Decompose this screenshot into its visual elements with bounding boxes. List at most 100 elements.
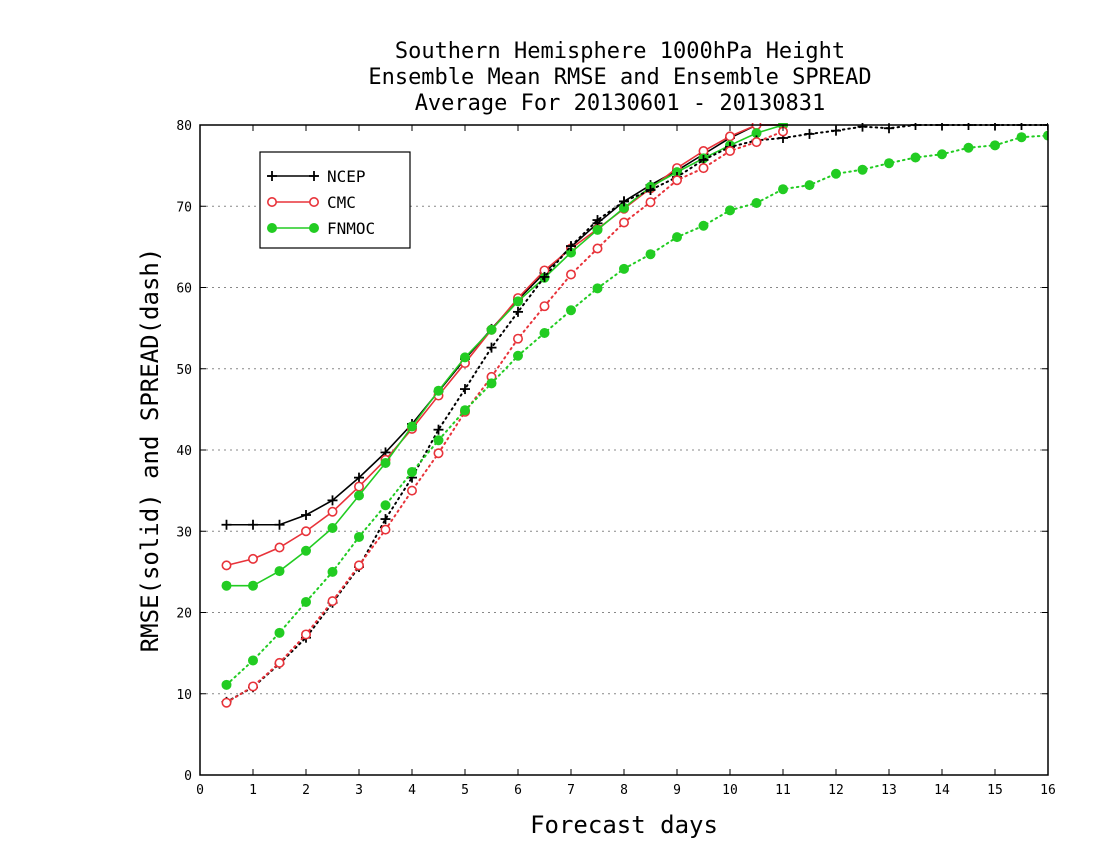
point-cmc-rmse [274,542,285,553]
series-fnmoc-spread [221,130,1048,690]
point-ncep-spread [566,241,576,252]
x-tick-label: 6 [514,783,522,798]
point-fnmoc-rmse [354,490,364,501]
x-tick-label: 14 [934,783,950,798]
x-tick-label: 4 [408,783,416,798]
point-fnmoc-spread [407,466,417,477]
point-cmc-spread [592,243,603,254]
point-fnmoc-rmse [751,128,762,139]
point-ncep-spread [592,215,603,226]
y-tick-label: 80 [176,119,192,134]
point-fnmoc-spread [513,350,523,361]
point-fnmoc-spread [274,627,285,638]
legend: NCEP CMC FNMOC [259,151,411,249]
legend-marker-start [267,171,277,181]
point-cmc-rmse [221,560,232,571]
series-line-fnmoc-spread [225,134,1048,686]
point-fnmoc-spread [698,220,709,231]
y-axis-label: RMSE(solid) and SPREAD(dash) [136,248,164,653]
x-tick-label: 3 [355,783,363,798]
point-cmc-spread [221,697,232,708]
point-ncep-spread [857,123,868,132]
point-ncep-spread [380,514,391,525]
point-fnmoc-rmse [407,421,417,432]
point-cmc-spread [645,197,656,208]
point-fnmoc-spread [380,500,391,511]
point-fnmoc-spread [460,405,470,416]
point-fnmoc-spread [592,283,603,294]
point-fnmoc-rmse [248,580,258,591]
series-line-cmc-rmse [226,124,783,567]
point-cmc-rmse [353,481,364,492]
x-tick-label: 9 [673,783,681,798]
legend-marker-start [267,223,277,233]
legend-marker-start [266,197,277,208]
point-fnmoc-rmse [327,523,338,533]
point-fnmoc-spread [566,305,576,316]
point-fnmoc-rmse [221,580,232,591]
point-ncep-spread [804,128,815,139]
point-ncep-spread [645,185,656,195]
x-tick-label: 12 [828,783,844,798]
point-ncep-rmse [327,495,338,506]
x-tick-label: 11 [775,783,791,798]
x-tick-label: 10 [722,783,738,798]
point-fnmoc-spread [963,142,974,153]
point-cmc-spread [698,163,709,174]
point-ncep-rmse [221,519,232,530]
y-tick-label: 20 [176,607,192,622]
point-cmc-spread [565,269,576,280]
legend-marker-end [309,223,319,233]
point-ncep-rmse [248,519,258,530]
series-cmc-spread [221,126,788,708]
chart-title-line-3: Average For 20130601 - 20130831 [415,91,826,116]
point-fnmoc-rmse [592,224,603,235]
y-tick-label: 30 [176,525,192,540]
point-cmc-spread [512,333,523,344]
point-fnmoc-spread [1016,132,1027,143]
point-ncep-rmse [301,510,311,520]
point-cmc-spread [300,629,311,640]
series-layer [221,123,1048,708]
y-tick-label: 40 [176,444,192,459]
point-fnmoc-spread [672,232,682,243]
point-fnmoc-spread [354,531,364,542]
point-ncep-rmse [354,472,364,483]
point-fnmoc-spread [301,596,311,607]
y-tick-label: 70 [176,200,192,215]
point-fnmoc-spread [804,180,815,191]
legend-label: NCEP [327,167,366,186]
point-ncep-spread [486,342,497,353]
point-cmc-spread [274,657,285,668]
point-fnmoc-rmse [619,202,629,213]
point-fnmoc-spread [248,655,258,666]
point-cmc-rmse [300,526,311,537]
legend-item-fnmoc: FNMOC [267,219,375,238]
axis-ticks: 0 1 2 3 4 5 6 7 8 9 10 11 12 13 14 15 160102030405060708… [176,119,1055,798]
point-fnmoc-rmse [380,458,391,468]
point-fnmoc-spread [645,249,656,260]
point-fnmoc-spread [751,198,762,208]
point-ncep-rmse [274,519,285,530]
legend-marker-end [309,171,319,181]
point-fnmoc-spread [884,158,894,169]
point-fnmoc-spread [221,679,232,690]
point-fnmoc-rmse [301,545,311,556]
point-cmc-spread [406,485,417,496]
point-ncep-spread [513,306,523,317]
point-fnmoc-spread [433,435,444,446]
point-fnmoc-spread [619,263,629,274]
point-fnmoc-spread [327,566,338,577]
point-cmc-spread [724,146,735,157]
point-fnmoc-spread [539,328,550,338]
x-tick-label: 16 [1040,783,1056,798]
point-cmc-spread [248,681,259,692]
chart-title-line-2: Ensemble Mean RMSE and Ensemble SPREAD [368,65,871,90]
point-cmc-rmse [724,131,735,142]
x-tick-label: 2 [302,783,310,798]
point-cmc-spread [327,596,338,607]
point-fnmoc-spread [778,184,788,195]
point-cmc-spread [433,448,444,459]
y-tick-label: 60 [176,282,192,297]
